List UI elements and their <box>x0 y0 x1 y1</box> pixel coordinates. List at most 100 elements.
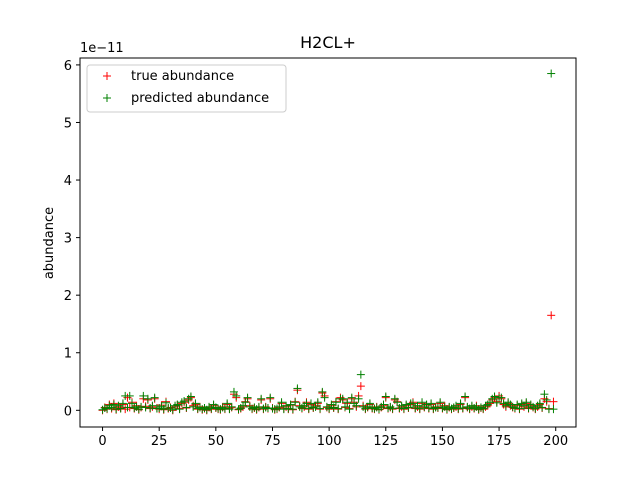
y-tick-label-2: 2 <box>64 289 72 304</box>
point-true-abundance-199 <box>549 397 558 406</box>
point-predicted-abundance-23 <box>150 393 159 402</box>
point-predicted-abundance-28 <box>161 398 170 407</box>
point-predicted-abundance-187 <box>522 398 531 407</box>
point-predicted-abundance-59 <box>232 391 241 400</box>
point-predicted-abundance-104 <box>334 404 343 413</box>
point-predicted-abundance-194 <box>538 403 547 412</box>
y-axis-label: abundance <box>42 207 57 279</box>
point-predicted-abundance-73 <box>263 404 272 413</box>
point-predicted-abundance-33 <box>173 400 182 409</box>
point-predicted-abundance-82 <box>284 404 293 413</box>
y-tick-label-1: 1 <box>64 347 72 362</box>
point-predicted-abundance-63 <box>241 398 250 407</box>
point-true-abundance-114 <box>356 382 365 391</box>
point-predicted-abundance-69 <box>254 402 263 411</box>
point-predicted-abundance-124 <box>379 400 388 409</box>
legend-box <box>86 64 287 113</box>
point-predicted-abundance-64 <box>243 393 252 402</box>
x-tick-label-200: 200 <box>543 434 568 449</box>
point-predicted-abundance-92 <box>307 399 316 408</box>
point-predicted-abundance-18 <box>139 391 148 400</box>
point-predicted-abundance-54 <box>220 404 229 413</box>
point-predicted-abundance-57 <box>227 402 236 411</box>
point-predicted-abundance-37 <box>182 403 191 412</box>
point-predicted-abundance-193 <box>535 399 544 408</box>
point-predicted-abundance-13 <box>128 399 137 408</box>
point-predicted-abundance-19 <box>141 403 150 412</box>
legend-plus-predicted-abundance <box>103 94 111 102</box>
point-predicted-abundance-96 <box>316 404 325 413</box>
point-predicted-abundance-78 <box>275 402 284 411</box>
legend-label-predicted-abundance: predicted abundance <box>131 91 269 106</box>
point-predicted-abundance-112 <box>352 401 361 410</box>
point-predicted-abundance-102 <box>329 403 338 412</box>
point-predicted-abundance-83 <box>286 400 295 409</box>
point-predicted-abundance-97 <box>318 387 327 396</box>
axes-frame <box>79 57 577 428</box>
point-predicted-abundance-22 <box>148 401 157 410</box>
point-predicted-abundance-133 <box>399 404 408 413</box>
point-predicted-abundance-114 <box>356 370 365 379</box>
point-predicted-abundance-137 <box>408 399 417 408</box>
point-predicted-abundance-108 <box>343 398 352 407</box>
point-predicted-abundance-79 <box>277 398 286 407</box>
y-tick-label-4: 4 <box>64 174 72 189</box>
point-predicted-abundance-85 <box>291 398 300 407</box>
x-tick-label-75: 75 <box>264 434 281 449</box>
x-tick-label-175: 175 <box>487 434 512 449</box>
point-predicted-abundance-106 <box>338 394 347 403</box>
point-predicted-abundance-34 <box>175 405 184 414</box>
point-predicted-abundance-95 <box>313 398 322 407</box>
point-predicted-abundance-39 <box>186 392 195 401</box>
point-predicted-abundance-157 <box>454 404 463 413</box>
point-predicted-abundance-55 <box>223 399 232 408</box>
point-predicted-abundance-183 <box>513 400 522 409</box>
point-predicted-abundance-130 <box>393 398 402 407</box>
chart-title: H2CL+ <box>300 33 356 52</box>
point-predicted-abundance-100 <box>325 404 334 413</box>
point-predicted-abundance-109 <box>345 405 354 414</box>
point-predicted-abundance-196 <box>542 395 551 404</box>
point-predicted-abundance-11 <box>123 403 132 412</box>
point-predicted-abundance-74 <box>266 393 275 402</box>
x-tick-label-0: 0 <box>98 434 106 449</box>
y-tick-label-6: 6 <box>64 59 72 74</box>
point-predicted-abundance-27 <box>159 405 168 414</box>
legend-marker-true-abundance <box>103 72 111 80</box>
point-predicted-abundance-17 <box>137 402 146 411</box>
point-predicted-abundance-12 <box>125 391 134 400</box>
x-tick-label-25: 25 <box>151 434 168 449</box>
point-predicted-abundance-176 <box>497 393 506 402</box>
point-predicted-abundance-31 <box>168 405 177 414</box>
point-predicted-abundance-128 <box>388 404 397 413</box>
point-predicted-abundance-144 <box>424 404 433 413</box>
y-tick-label-5: 5 <box>64 116 72 131</box>
point-predicted-abundance-91 <box>304 404 313 413</box>
point-predicted-abundance-9 <box>118 399 127 408</box>
point-predicted-abundance-158 <box>456 399 465 408</box>
point-predicted-abundance-199 <box>549 405 558 414</box>
point-predicted-abundance-48 <box>207 404 216 413</box>
x-tick-label-150: 150 <box>430 434 455 449</box>
point-true-abundance-198 <box>547 311 556 320</box>
point-predicted-abundance-173 <box>490 392 499 401</box>
point-predicted-abundance-41 <box>191 399 200 408</box>
point-predicted-abundance-107 <box>340 402 349 411</box>
point-predicted-abundance-70 <box>257 394 266 403</box>
x-tick-label-50: 50 <box>208 434 225 449</box>
point-predicted-abundance-141 <box>418 398 427 407</box>
y-tick-label-3: 3 <box>64 232 72 247</box>
legend-marker-predicted-abundance <box>103 94 111 102</box>
x-tick-label-100: 100 <box>317 434 342 449</box>
x-tick-label-125: 125 <box>373 434 398 449</box>
point-predicted-abundance-140 <box>415 404 424 413</box>
point-predicted-abundance-174 <box>492 398 501 407</box>
point-predicted-abundance-8 <box>116 404 125 413</box>
point-predicted-abundance-135 <box>404 403 413 412</box>
plot-area <box>98 69 558 415</box>
legend: true abundance predicted abundance <box>86 64 287 113</box>
point-predicted-abundance-198 <box>547 69 556 78</box>
point-predicted-abundance-98 <box>320 393 329 402</box>
point-predicted-abundance-94 <box>311 402 320 411</box>
